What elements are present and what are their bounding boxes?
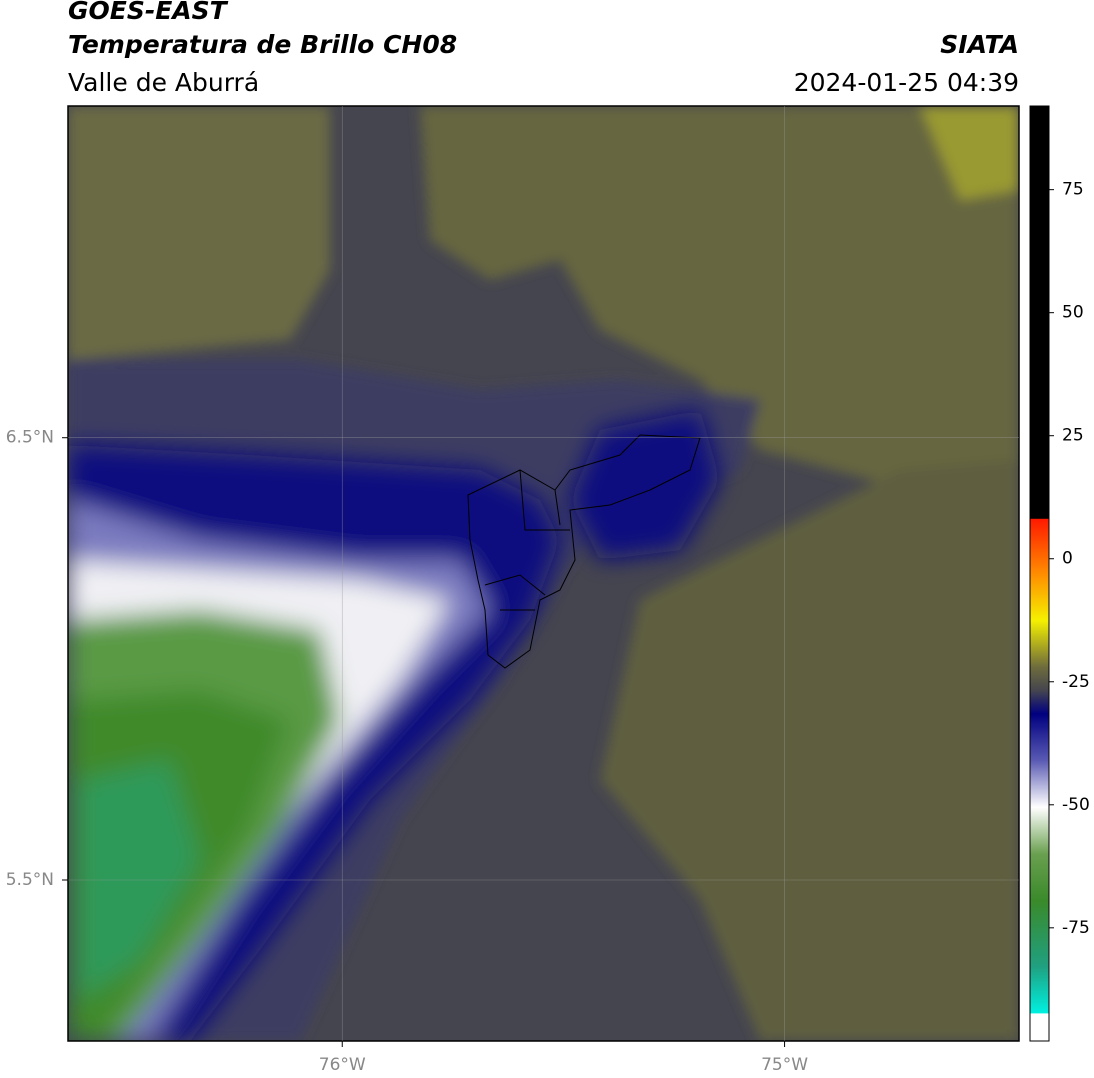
colorbar-label: -25 [1062,672,1090,692]
datetime: 2024-01-25 04:39 [794,68,1019,97]
source: SIATA [940,30,1019,59]
lon-label: 75°W [761,1055,808,1075]
satellite-image [68,106,1019,1041]
region: Valle de Aburrá [68,68,259,97]
title: GOES-EAST [68,0,229,25]
colorbar-label: 50 [1062,303,1084,323]
colorbar-label: -75 [1062,918,1090,938]
lat-label: 6.5°N [6,428,54,448]
colorbar-label: 75 [1062,180,1084,200]
lat-label: 5.5°N [6,870,54,890]
lon-label: 76°W [319,1055,366,1075]
colorbar-label: 25 [1062,426,1084,446]
colorbar-label: -50 [1062,795,1090,815]
subtitle: Temperatura de Brillo CH08 [68,30,457,59]
colorbar [1029,105,1050,1042]
municipal-boundaries [467,434,701,669]
colorbar-label: 0 [1062,549,1073,569]
map-frame [67,105,1020,1042]
